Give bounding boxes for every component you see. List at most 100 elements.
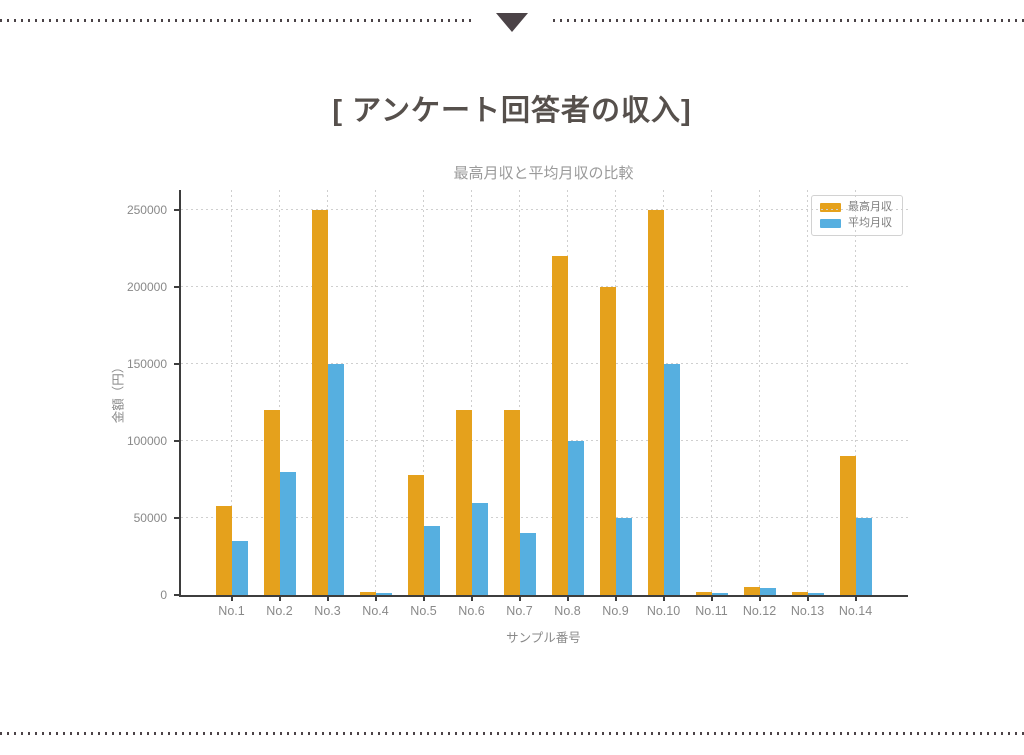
x-axis-label: サンプル番号 (506, 631, 581, 645)
bar-最高月収-No.3 (311, 210, 328, 595)
y-tick-label: 0 (160, 588, 167, 602)
x-tick-mark (662, 595, 665, 601)
x-tick-mark (758, 595, 761, 601)
legend-label: 平均月収 (848, 217, 892, 229)
y-tick-mark (174, 286, 179, 288)
legend-swatch-平均月収 (820, 219, 841, 228)
bar-最高月収-No.10 (647, 210, 664, 595)
gridline-vertical (567, 190, 568, 595)
bottom-dotted-divider (0, 732, 1024, 735)
x-tick-label: No.14 (838, 604, 873, 618)
legend-item: 最高月収 (820, 202, 892, 213)
x-tick-mark (566, 595, 569, 601)
y-tick-label: 200000 (126, 280, 167, 294)
x-tick-mark (470, 595, 473, 601)
x-tick-label: No.13 (790, 604, 825, 618)
bar-平均月収-No.14 (855, 518, 872, 595)
gridline-vertical (807, 190, 808, 595)
bar-最高月収-No.2 (263, 410, 280, 595)
bar-最高月収-No.4 (359, 591, 376, 595)
legend-label: 最高月収 (848, 201, 892, 213)
x-tick-label: No.10 (646, 604, 681, 618)
bar-平均月収-No.3 (327, 364, 344, 595)
y-tick-label: 250000 (126, 203, 167, 217)
gridline-vertical (759, 190, 760, 595)
x-tick-label: No.11 (695, 604, 728, 618)
y-tick-mark (174, 440, 179, 442)
gridline-horizontal (181, 517, 908, 518)
bar-最高月収-No.5 (407, 474, 424, 595)
x-tick-label: No.9 (602, 604, 629, 618)
gridline-vertical (471, 190, 472, 595)
page-title: [ アンケート回答者の収入] (332, 95, 692, 128)
x-tick-mark (422, 595, 425, 601)
x-tick-mark (230, 595, 233, 601)
bar-平均月収-No.12 (759, 588, 776, 595)
bar-平均月収-No.11 (711, 592, 728, 595)
x-tick-mark (854, 595, 857, 601)
y-tick-mark (174, 363, 179, 365)
y-tick-mark (174, 594, 179, 596)
bar-平均月収-No.8 (567, 441, 584, 595)
x-tick-mark (614, 595, 617, 601)
bar-平均月収-No.10 (663, 364, 680, 595)
chart-title: 最高月収と平均月収の比較 (453, 165, 634, 182)
legend-swatch-最高月収 (820, 203, 841, 212)
x-tick-mark (806, 595, 809, 601)
bar-平均月収-No.4 (375, 592, 392, 595)
bar-平均月収-No.6 (471, 502, 488, 595)
bar-平均月収-No.9 (615, 518, 632, 595)
x-tick-label: No.5 (410, 604, 437, 618)
gridline-horizontal (181, 440, 908, 441)
gridline-horizontal (181, 363, 908, 364)
gridline-vertical (855, 190, 856, 595)
gridline-horizontal (181, 209, 908, 210)
bar-最高月収-No.13 (791, 591, 808, 595)
bar-最高月収-No.11 (695, 591, 712, 595)
bar-平均月収-No.1 (231, 541, 248, 595)
gridline-vertical (711, 190, 712, 595)
y-tick-mark (174, 209, 179, 211)
bar-平均月収-No.7 (519, 533, 536, 595)
x-tick-mark (518, 595, 521, 601)
x-tick-label: No.2 (266, 604, 293, 618)
bar-平均月収-No.13 (807, 592, 824, 595)
bar-最高月収-No.1 (215, 506, 232, 595)
y-tick-label: 50000 (133, 511, 167, 525)
y-tick-mark (174, 517, 179, 519)
y-tick-label: 150000 (126, 357, 167, 371)
x-tick-label: No.7 (506, 604, 533, 618)
bar-平均月収-No.5 (423, 525, 440, 595)
income-bar-chart: 最高月収と平均月収の比較 金額（円） 最高月収平均月収 0 50000 100000… (112, 165, 908, 750)
gridline-vertical (279, 190, 280, 595)
x-tick-label: No.8 (554, 604, 581, 618)
x-tick-mark (710, 595, 713, 601)
x-tick-mark (278, 595, 281, 601)
triangle-down-icon (496, 13, 528, 32)
bar-最高月収-No.9 (599, 287, 616, 595)
gridline-vertical (519, 190, 520, 595)
bar-最高月収-No.6 (455, 410, 472, 595)
gridline-horizontal (181, 286, 908, 287)
bar-最高月収-No.14 (839, 456, 856, 595)
x-tick-mark (326, 595, 329, 601)
legend: 最高月収 平均月収 (811, 195, 903, 236)
x-tick-label: No.1 (218, 604, 245, 618)
legend-item: 平均月収 (820, 218, 892, 229)
gridline-vertical (615, 190, 616, 595)
bar-最高月収-No.7 (503, 410, 520, 595)
y-tick-label: 100000 (126, 434, 167, 448)
gridline-vertical (231, 190, 232, 595)
x-tick-mark (374, 595, 377, 601)
x-tick-label: No.3 (314, 604, 341, 618)
gridline-vertical (375, 190, 376, 595)
gridline-vertical (423, 190, 424, 595)
x-tick-label: No.6 (458, 604, 485, 618)
y-axis-label: 金額（円） (111, 360, 126, 424)
bar-最高月収-No.12 (743, 587, 760, 595)
x-tick-label: No.12 (742, 604, 777, 618)
x-tick-label: No.4 (362, 604, 389, 618)
plot-area: 金額（円） 最高月収平均月収 0 50000 100000 150000 200000 2… (112, 190, 908, 601)
bar-最高月収-No.8 (551, 256, 568, 595)
bar-平均月収-No.2 (279, 471, 296, 595)
